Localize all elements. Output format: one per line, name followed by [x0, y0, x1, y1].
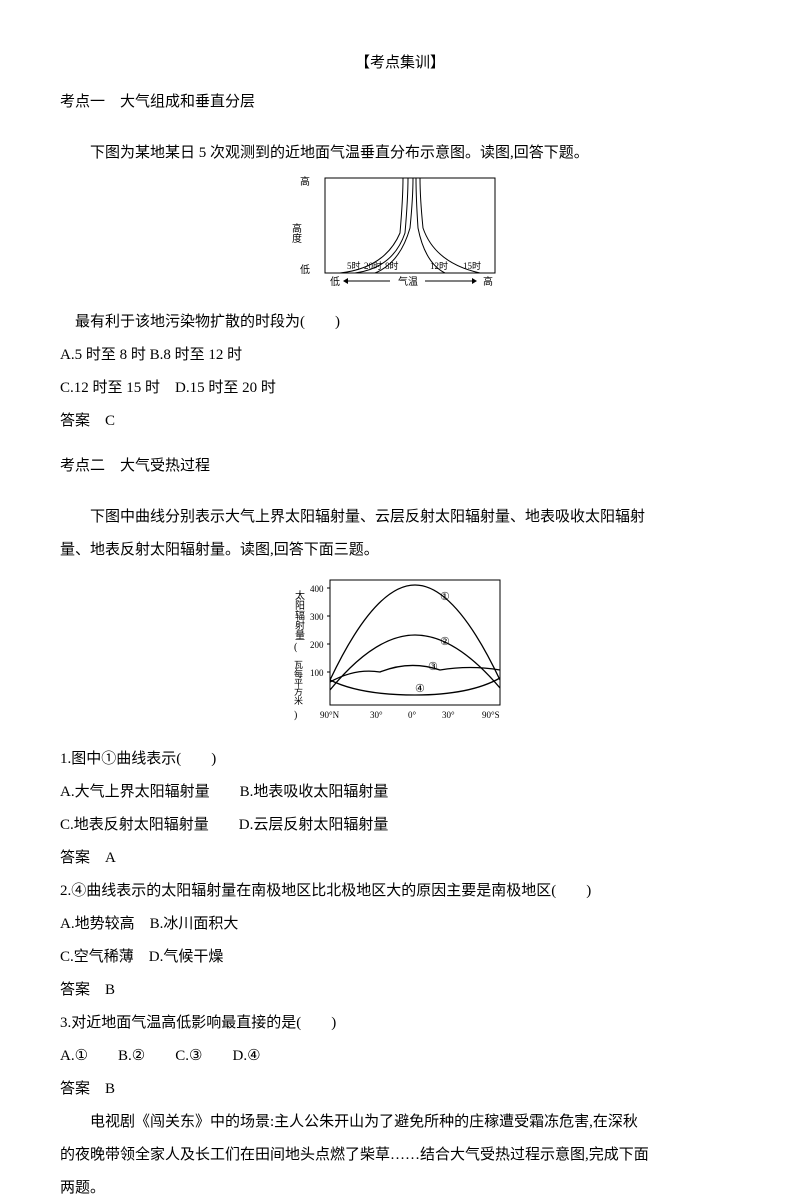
svg-text:③: ③	[428, 661, 438, 673]
svg-text:30°: 30°	[370, 710, 383, 720]
svg-text:低: 低	[300, 263, 310, 276]
svg-text:12时: 12时	[430, 260, 448, 271]
option-b: B.8 时至 12 时	[150, 347, 243, 363]
option-d: D.④	[232, 1048, 260, 1064]
option-b: B.地表吸收太阳辐射量	[240, 784, 389, 800]
option-a: A.地势较高	[60, 916, 135, 932]
svg-text:高: 高	[483, 275, 493, 288]
s2q2-opts1: A.地势较高 B.冰川面积大	[60, 911, 740, 938]
s2q1-stem: 1.图中①曲线表示( )	[60, 746, 740, 773]
svg-text:5时: 5时	[347, 260, 361, 271]
figure1: 高 高度 低 5时 20时 8时 12时 15时 低 气温 高	[60, 173, 740, 303]
option-b: B.冰川面积大	[150, 916, 239, 932]
option-d: D.气候干燥	[149, 949, 224, 965]
svg-text:300: 300	[310, 612, 324, 622]
s2q2-opts2: C.空气稀薄 D.气候干燥	[60, 944, 740, 971]
option-d: D.云层反射太阳辐射量	[239, 817, 389, 833]
q1-answer: 答案 C	[60, 408, 740, 435]
section2-intro1: 下图中曲线分别表示大气上界太阳辐射量、云层反射太阳辐射量、地表吸收太阳辐射	[60, 504, 740, 531]
q1-opts-row2: C.12 时至 15 时 D.15 时至 20 时	[60, 375, 740, 402]
s2q1-opts1: A.大气上界太阳辐射量 B.地表吸收太阳辐射量	[60, 779, 740, 806]
option-a: A.5 时至 8 时	[60, 347, 146, 363]
svg-text:(: (	[294, 642, 298, 653]
option-c: C.空气稀薄	[60, 949, 134, 965]
option-c: C.地表反射太阳辐射量	[60, 817, 209, 833]
q1-stem-text: 最有利于该地污染物扩散的时段为( )	[75, 314, 340, 330]
svg-text:200: 200	[310, 640, 324, 650]
svg-text:30°: 30°	[442, 710, 455, 720]
passage-line2: 的夜晚带领全家人及长工们在田间地头点燃了柴草……结合大气受热过程示意图,完成下面	[60, 1142, 740, 1169]
svg-text:100: 100	[310, 668, 324, 678]
svg-text:气温: 气温	[398, 275, 418, 288]
svg-text:高度: 高度	[290, 222, 302, 244]
svg-text:高: 高	[300, 175, 310, 188]
figure2: 太阳辐射量 瓦每平方米 ( ) 400 300 200 100 ① ② ③ ④ …	[60, 570, 740, 740]
svg-text:400: 400	[310, 584, 324, 594]
s2q3-opts: A.① B.② C.③ D.④	[60, 1043, 740, 1070]
option-a: A.大气上界太阳辐射量	[60, 784, 210, 800]
q1-stem: 最有利于该地污染物扩散的时段为( )	[60, 309, 740, 336]
s2q3-answer: 答案 B	[60, 1076, 740, 1103]
s2q2-answer: 答案 B	[60, 977, 740, 1004]
option-c: C.12 时至 15 时	[60, 380, 160, 396]
svg-text:太阳辐射量: 太阳辐射量	[293, 589, 305, 640]
option-b: B.②	[118, 1048, 145, 1064]
page-title: 【考点集训】	[60, 50, 740, 77]
svg-text:①: ①	[440, 591, 450, 603]
svg-text:瓦每平方米: 瓦每平方米	[293, 660, 303, 706]
s2q1-answer: 答案 A	[60, 845, 740, 872]
svg-text:④: ④	[415, 683, 425, 695]
section2-title: 考点二 大气受热过程	[60, 453, 740, 480]
option-a: A.①	[60, 1048, 88, 1064]
s2q1-opts2: C.地表反射太阳辐射量 D.云层反射太阳辐射量	[60, 812, 740, 839]
section1-title: 考点一 大气组成和垂直分层	[60, 89, 740, 116]
svg-text:90°N: 90°N	[320, 710, 340, 720]
s2q3-stem: 3.对近地面气温高低影响最直接的是( )	[60, 1010, 740, 1037]
svg-text:②: ②	[440, 636, 450, 648]
svg-text:15时: 15时	[463, 260, 481, 271]
svg-text:90°S: 90°S	[482, 710, 500, 720]
s2q2-stem: 2.④曲线表示的太阳辐射量在南极地区比北极地区大的原因主要是南极地区( )	[60, 878, 740, 905]
svg-text:): )	[294, 710, 297, 721]
option-d: D.15 时至 20 时	[175, 380, 276, 396]
section1-intro: 下图为某地某日 5 次观测到的近地面气温垂直分布示意图。读图,回答下题。	[60, 140, 740, 167]
svg-text:20时: 20时	[364, 260, 382, 271]
section2-intro2: 量、地表反射太阳辐射量。读图,回答下面三题。	[60, 537, 740, 564]
svg-text:8时: 8时	[385, 260, 399, 271]
q1-opts-row1: A.5 时至 8 时 B.8 时至 12 时	[60, 342, 740, 369]
passage-line3: 两题。	[60, 1175, 740, 1202]
svg-text:0°: 0°	[408, 710, 417, 720]
option-c: C.③	[175, 1048, 202, 1064]
svg-text:低: 低	[330, 275, 340, 288]
